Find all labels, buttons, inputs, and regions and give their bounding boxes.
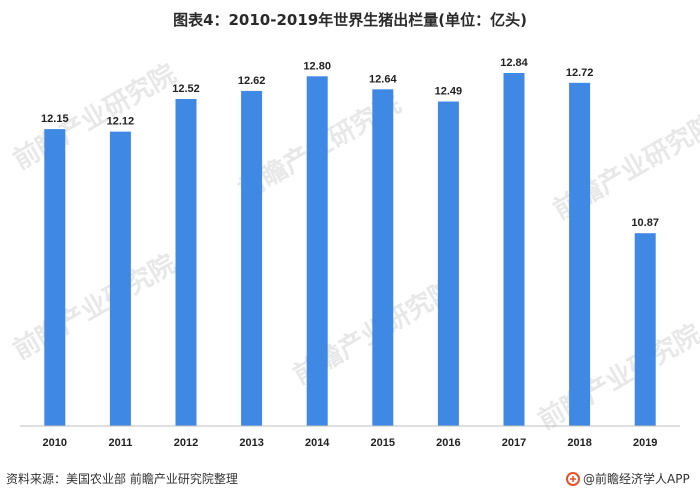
bar-2019 bbox=[634, 233, 656, 426]
brand-text: @前瞻经济学人APP bbox=[583, 471, 690, 486]
value-label-2011: 12.12 bbox=[107, 116, 135, 128]
source-note: 资料来源：美国农业部 前瞻产业研究院整理 bbox=[6, 471, 238, 486]
watermark-text: 前瞻产业研究院 bbox=[8, 58, 181, 176]
x-tick-label-2014: 2014 bbox=[305, 437, 330, 449]
x-tick-label-2010: 2010 bbox=[43, 437, 67, 449]
value-label-2019: 10.87 bbox=[631, 217, 659, 229]
bar-2012 bbox=[175, 99, 197, 426]
x-tick-label-2011: 2011 bbox=[108, 437, 132, 449]
value-label-2012: 12.52 bbox=[172, 83, 200, 95]
bar-2016 bbox=[437, 101, 459, 426]
value-label-2013: 12.62 bbox=[238, 75, 266, 87]
value-label-2014: 12.80 bbox=[303, 60, 331, 72]
chart-title: 图表4：2010-2019年世界生猪出栏量(单位：亿头) bbox=[173, 11, 527, 29]
x-tick-label-2019: 2019 bbox=[633, 437, 657, 449]
brand-mark: @前瞻经济学人APP bbox=[566, 471, 690, 486]
bar-2018 bbox=[569, 82, 591, 427]
watermark-text: 前瞻产业研究院 bbox=[8, 248, 181, 366]
x-tick-label-2016: 2016 bbox=[436, 437, 460, 449]
value-label-2018: 12.72 bbox=[566, 67, 594, 79]
x-tick-label-2013: 2013 bbox=[239, 437, 263, 449]
x-tick-label-2015: 2015 bbox=[371, 437, 395, 449]
bar-2011 bbox=[109, 131, 131, 426]
x-tick-label-2017: 2017 bbox=[502, 437, 526, 449]
bar-2015 bbox=[372, 89, 394, 427]
bar-2014 bbox=[306, 76, 328, 427]
bar-2013 bbox=[241, 90, 263, 427]
brand-logo-icon bbox=[566, 472, 580, 486]
brand-logo-mark bbox=[570, 476, 576, 482]
bar-2017 bbox=[503, 73, 525, 426]
x-tick-label-2012: 2012 bbox=[174, 437, 198, 449]
value-label-2015: 12.64 bbox=[369, 73, 397, 85]
value-label-2016: 12.49 bbox=[435, 86, 463, 98]
value-label-2017: 12.84 bbox=[500, 57, 528, 69]
value-label-2010: 12.15 bbox=[41, 113, 69, 125]
x-tick-label-2018: 2018 bbox=[567, 437, 591, 449]
bar-2010 bbox=[44, 129, 66, 426]
bars-layer: 12.15 2010 12.12 2011 12.52 2012 12.62 2013 12.8… bbox=[41, 57, 659, 449]
watermark-text: 前瞻产业研究院 bbox=[533, 318, 700, 436]
